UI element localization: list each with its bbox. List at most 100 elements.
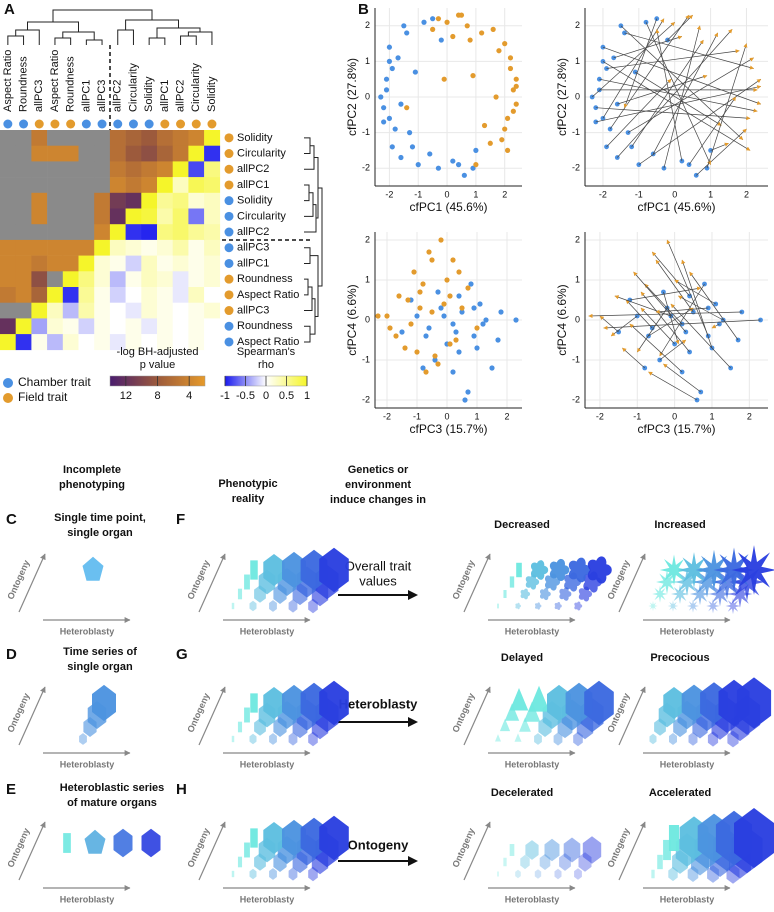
point <box>596 87 602 93</box>
leaf-shape <box>688 732 698 746</box>
leaf-shape <box>514 733 522 742</box>
diagram-text: phenotyping <box>59 479 125 491</box>
point <box>435 289 441 295</box>
row-label: allPC1 <box>237 179 269 191</box>
point <box>430 16 436 22</box>
missing-cell <box>47 161 64 178</box>
trait-dot <box>224 337 234 347</box>
point <box>420 365 426 371</box>
row-label: allPC2 <box>237 163 269 175</box>
pvalue-cell <box>172 130 189 146</box>
rho-cell <box>188 224 205 241</box>
leaf-shape <box>547 684 571 722</box>
point <box>417 305 423 311</box>
ontogeny-axis <box>618 553 646 613</box>
leaf-shape <box>509 688 529 711</box>
shift-arrow <box>640 291 690 353</box>
rho-cell <box>31 318 48 335</box>
axis-label: Ontogeny <box>605 827 631 869</box>
y-tick-label: 0 <box>575 314 580 324</box>
column-label: allPC3 <box>33 80 45 112</box>
x-tick-label: 1 <box>474 411 479 421</box>
leaf-shape <box>504 703 520 721</box>
shift-arrow <box>663 291 680 345</box>
leaf-shape <box>250 560 258 580</box>
leaf-shape <box>731 545 774 595</box>
point <box>459 305 465 311</box>
point <box>429 309 435 315</box>
point <box>600 44 606 50</box>
leaf-shape <box>544 838 560 862</box>
point <box>414 313 420 319</box>
x-tick-label: 2 <box>744 189 749 199</box>
shift-arrow <box>655 307 709 314</box>
diagram-text: Genetics or <box>348 464 409 476</box>
ontogeny-axis <box>463 553 491 613</box>
point <box>447 293 453 299</box>
axis-label: Heteroblasty <box>60 626 115 636</box>
x-tick-label: 2 <box>747 411 752 421</box>
missing-cell <box>15 145 32 162</box>
leaf-shape <box>282 819 306 857</box>
panel-label: F <box>176 511 185 528</box>
diagram-text: Accelerated <box>649 787 711 799</box>
missing-cell <box>0 224 16 241</box>
missing-cell <box>78 130 95 146</box>
pvalue-cell <box>47 255 64 272</box>
leaf-shape <box>671 584 689 604</box>
leaf-shape <box>554 868 562 880</box>
rho-cell <box>109 318 126 335</box>
ontogeny-axis <box>618 686 646 746</box>
point <box>473 162 479 168</box>
leaf-shape <box>515 602 521 610</box>
leaf-shape <box>652 585 668 603</box>
row-label: allPC2 <box>237 226 269 238</box>
leaf-shape <box>231 735 235 743</box>
leaf-shape <box>668 824 680 852</box>
point <box>474 325 480 331</box>
rho-cell <box>188 271 205 288</box>
pvalue-cell <box>0 255 16 272</box>
leaf-shape <box>244 707 250 723</box>
rho-cell <box>204 302 221 319</box>
shift-arrow <box>681 259 713 349</box>
y-tick-label: 1 <box>575 274 580 284</box>
missing-cell <box>0 208 16 225</box>
missing-cell <box>31 161 48 178</box>
y-tick-label: -2 <box>362 163 370 173</box>
rho-cell <box>125 318 142 335</box>
point <box>502 41 508 47</box>
trait-dot <box>224 321 234 331</box>
leaf-shape <box>495 734 501 742</box>
rho-cell <box>94 318 111 335</box>
leaf-shape <box>250 693 258 713</box>
rho-cell <box>157 192 173 209</box>
trait-dot <box>224 258 234 268</box>
trait-dot <box>224 306 234 316</box>
diagram-text: Precocious <box>650 652 709 664</box>
leaf-shape <box>554 602 562 610</box>
legend-label: Field trait <box>18 390 68 404</box>
row-dendrogram <box>304 137 323 343</box>
row-label: allPC3 <box>237 242 269 254</box>
missing-cell <box>47 177 64 194</box>
point <box>513 101 519 107</box>
point <box>432 353 438 359</box>
missing-cell <box>94 177 111 194</box>
point <box>375 313 381 319</box>
trait-dot <box>224 290 234 300</box>
rho-cell <box>141 318 158 335</box>
missing-cell <box>47 271 64 288</box>
rho-cell <box>78 334 95 351</box>
x-axis-title: cfPC3 (15.7%) <box>637 422 715 436</box>
leaf-shape <box>668 866 678 882</box>
diagram-text: Time series of <box>63 646 137 658</box>
diagram-text: Heteroblastic series <box>60 782 165 794</box>
missing-cell <box>78 161 95 178</box>
missing-cell <box>94 161 111 178</box>
pvalue-cell <box>31 130 48 146</box>
axis-label: Ontogeny <box>450 692 476 734</box>
point <box>438 237 444 243</box>
rho-cell <box>31 302 48 319</box>
leaf-shape <box>534 869 542 879</box>
